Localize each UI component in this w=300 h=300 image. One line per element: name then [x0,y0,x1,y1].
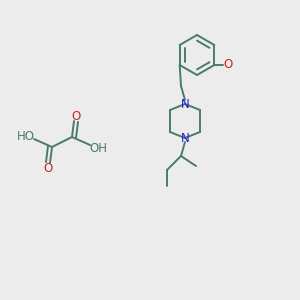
Text: OH: OH [89,142,107,154]
Text: N: N [181,98,189,110]
Text: HO: HO [17,130,35,142]
Text: O: O [44,161,52,175]
Text: N: N [181,131,189,145]
Text: O: O [71,110,81,122]
Text: O: O [224,58,233,71]
